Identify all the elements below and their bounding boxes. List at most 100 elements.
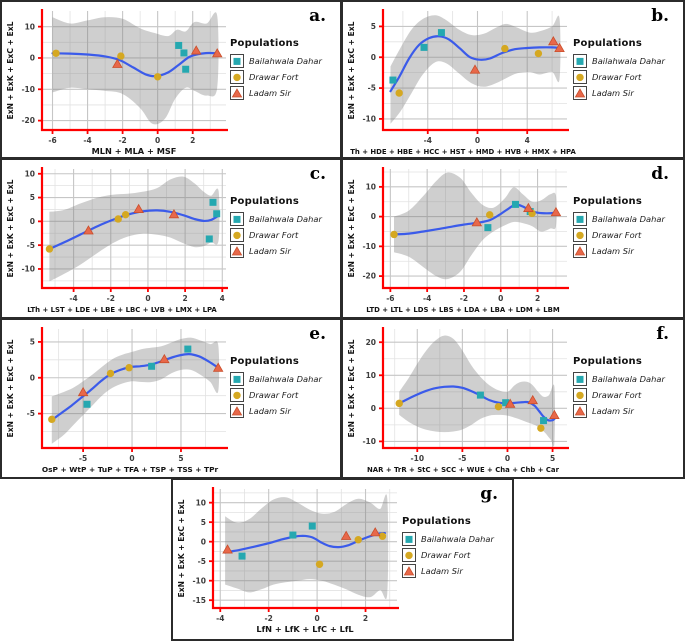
grid-lines — [383, 329, 567, 448]
axis-labels: 5 0 -5 -5 0 5 OsP + WtP + TuP + TFA + TSP + TS… — [6, 338, 219, 474]
legend: Populations Bailahwala Dahar Drawar Fort La… — [230, 38, 322, 101]
x-axis-title: Th + HDE + HBE + HCC + HST + HMD + HVB +… — [350, 148, 576, 156]
data-points-drawar-fort — [52, 49, 162, 81]
legend-item-bailahwala-dahar: Bailahwala Dahar — [573, 53, 665, 69]
square-marker — [238, 552, 246, 560]
triangle-marker — [222, 544, 233, 554]
svg-text:-6: -6 — [48, 136, 56, 145]
smooth-line — [398, 385, 556, 422]
panel-letter: g. — [480, 484, 498, 504]
legend: Populations Bailahwala Dahar Drawar Fort La… — [573, 196, 665, 259]
svg-text:-2: -2 — [107, 294, 115, 303]
triangle-marker — [231, 87, 243, 97]
triangle-marker — [168, 209, 180, 219]
circle-marker — [48, 415, 56, 424]
triangle-marker — [574, 245, 586, 255]
panel-side-area: c. Populations Bailahwala Dahar Drawar Fort… — [228, 160, 340, 317]
circle-marker — [315, 560, 324, 569]
data-points-bailahwala-dahar — [389, 29, 445, 84]
legend: Populations Bailahwala Dahar Drawar Fort La… — [573, 38, 665, 101]
data-points-drawar-fort — [45, 210, 130, 253]
svg-text:2: 2 — [363, 614, 368, 623]
svg-text:-5: -5 — [27, 409, 35, 418]
circle-marker — [501, 44, 509, 53]
triangle-marker — [403, 565, 415, 575]
axes — [379, 327, 569, 452]
legend-item-label: Bailahwala Dahar — [592, 374, 665, 384]
triangle-marker — [574, 405, 586, 415]
triangle-marker — [471, 217, 483, 227]
axis-labels: 20 10 0 -10 -10 -5 0 5 NAR + TrR + StC + SCC + W… — [347, 338, 560, 474]
svg-text:-2: -2 — [460, 294, 468, 303]
legend-item-bailahwala-dahar: Bailahwala Dahar — [230, 371, 322, 387]
legend-item-label: Ladam Sir — [592, 246, 634, 256]
circle-marker — [117, 52, 125, 60]
circle-marker — [121, 210, 130, 219]
axes — [38, 167, 228, 292]
circle-key-icon — [230, 387, 244, 402]
square-marker — [540, 417, 548, 425]
svg-text:0: 0 — [30, 217, 35, 226]
triangle-marker — [212, 362, 224, 372]
svg-text:0: 0 — [145, 294, 150, 303]
y-axis-title: ExN + ExK + ExC + ExL — [6, 339, 15, 437]
legend-item-drawar-fort: Drawar Fort — [230, 227, 322, 243]
legend-item-label: Drawar Fort — [249, 72, 299, 82]
panel-side-area: d. Populations Bailahwala Dahar Drawar Fort… — [571, 160, 683, 317]
circle-marker — [233, 73, 241, 81]
svg-text:0: 0 — [371, 53, 376, 62]
data-points-bailahwala-dahar — [476, 391, 548, 425]
plot-f: 20 10 0 -10 -10 -5 0 5 NAR + TrR + StC + SCC + W… — [347, 327, 569, 474]
svg-text:-6: -6 — [386, 294, 394, 303]
data-points-ladam-sir — [83, 203, 180, 235]
x-axis-title: OsP + WtP + TuP + TFA + TSP + TSS + TPr — [42, 465, 219, 474]
triangle-marker — [112, 58, 123, 68]
legend: Populations Bailahwala Dahar Drawar Fort La… — [230, 196, 322, 259]
legend-item-ladam-sir: Ladam Sir — [402, 563, 494, 579]
legend-title: Populations — [402, 516, 472, 527]
triangle-marker — [231, 405, 243, 415]
svg-text:20: 20 — [366, 338, 376, 347]
legend-item-label: Bailahwala Dahar — [249, 56, 322, 66]
data-points-bailahwala-dahar — [238, 522, 316, 560]
legend-item-label: Ladam Sir — [592, 406, 634, 416]
triangle-key-icon — [402, 563, 416, 578]
data-points-drawar-fort — [395, 44, 543, 97]
circle-marker — [405, 551, 413, 559]
circle-marker — [233, 231, 241, 239]
triangle-key-icon — [230, 85, 244, 100]
svg-text:-15: -15 — [192, 596, 206, 605]
svg-text:-10: -10 — [362, 437, 376, 446]
axes — [379, 167, 569, 292]
svg-text:-4: -4 — [216, 614, 224, 623]
y-axis-title: ExN + ExK + ExC + ExL — [347, 179, 356, 277]
square-marker — [502, 399, 510, 407]
confidence-band — [225, 494, 389, 600]
svg-text:-20: -20 — [21, 116, 35, 125]
svg-text:2: 2 — [190, 136, 195, 145]
svg-text:-10: -10 — [21, 265, 35, 274]
legend-item-label: Drawar Fort — [249, 230, 299, 240]
circle-marker — [125, 364, 133, 372]
triangle-marker — [190, 45, 202, 55]
panel-a: 10 0 -10 -20 -6 -4 -2 0 2 MLN + MLA + MSF ExN + Ex… — [0, 0, 342, 159]
legend-item-ladam-sir: Ladam Sir — [573, 243, 665, 259]
svg-text:-10: -10 — [362, 242, 376, 251]
square-marker — [209, 198, 217, 206]
legend-item-label: Drawar Fort — [592, 72, 642, 82]
legend-item-drawar-fort: Drawar Fort — [573, 69, 665, 85]
square-marker — [205, 235, 213, 243]
panel-f: 20 10 0 -10 -10 -5 0 5 NAR + TrR + StC + SCC + W… — [341, 318, 685, 479]
panel-side-area: a. Populations Bailahwala Dahar Drawar Fort… — [228, 2, 340, 157]
plot-g: 10 5 0 -5 -10 -15 -4 -2 0 2 LfN + LfK + LfC + LfL E… — [177, 487, 399, 634]
circle-marker — [52, 49, 60, 57]
circle-marker — [233, 391, 241, 399]
legend-item-bailahwala-dahar: Bailahwala Dahar — [230, 53, 322, 69]
svg-text:0: 0 — [201, 537, 206, 546]
panel-b: 5 0 -5 -10 -4 0 4 Th + HDE + HBE + HCC + HST + … — [341, 0, 685, 159]
legend-item-ladam-sir: Ladam Sir — [230, 85, 322, 101]
legend: Populations Bailahwala Dahar Drawar Fort La… — [573, 356, 665, 419]
panel-letter: d. — [651, 164, 669, 184]
